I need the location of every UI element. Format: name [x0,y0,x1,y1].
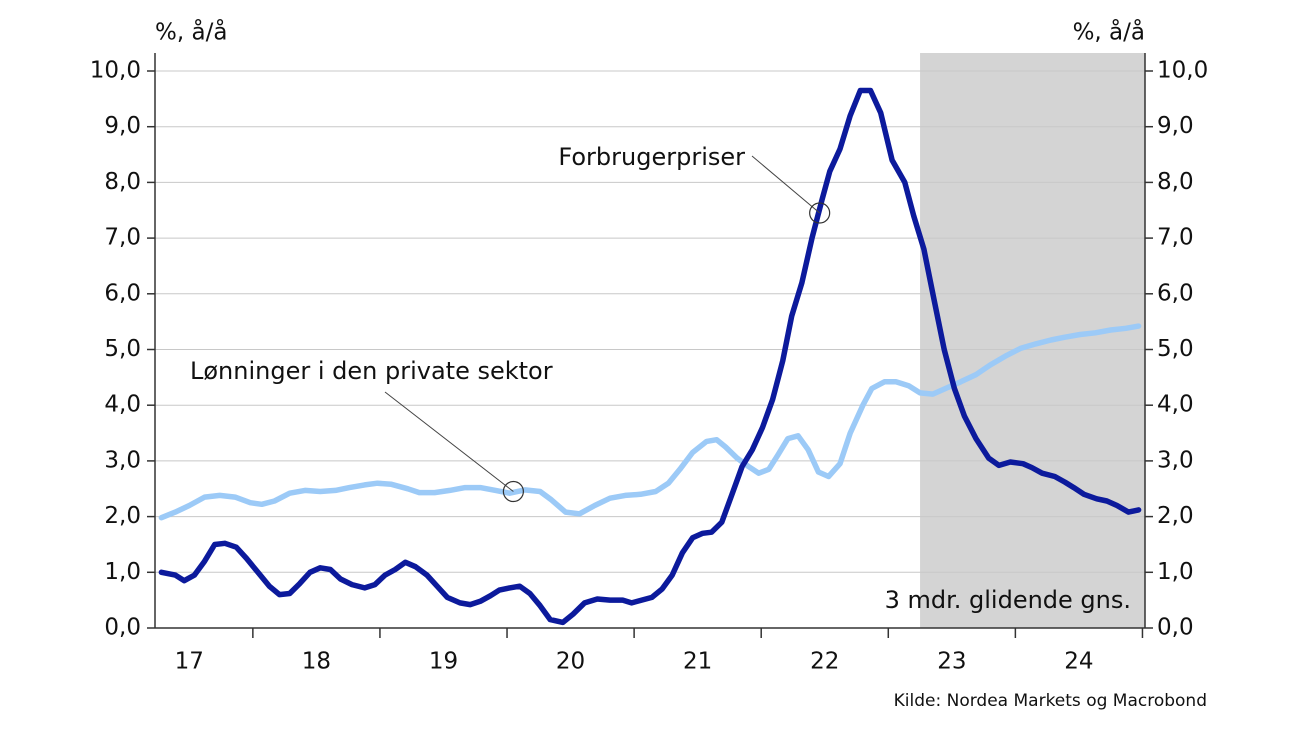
annotation-leader [384,391,514,492]
y2-tick-label: 5,0 [1157,336,1194,362]
y2-tick-label: 6,0 [1157,280,1194,306]
y-unit-left: %, å/å [155,18,227,46]
y-unit-right: %, å/å [1073,18,1145,46]
y2-tick-label: 7,0 [1157,225,1194,251]
y-tick-label: 4,0 [104,392,141,418]
source: Kilde: Nordea Markets og Macrobond [894,691,1207,711]
y-tick-label: 6,0 [104,280,141,306]
y2-tick-label: 9,0 [1157,113,1194,139]
y-tick-label: 9,0 [104,113,141,139]
y2-tick-label: 10,0 [1157,58,1208,84]
y-tick-label: 8,0 [104,169,141,195]
annotation-leader [751,155,820,214]
forecast-region [920,53,1145,628]
y2-tick-label: 3,0 [1157,447,1194,473]
y-tick-label: 2,0 [104,503,141,529]
x-tick-label: 18 [302,649,331,675]
x-tick-label: 17 [175,649,204,675]
x-tick-label: 24 [1064,649,1093,675]
annotation-text: Forbrugerpriser [558,143,745,171]
y2-tick-label: 4,0 [1157,392,1194,418]
y2-tick-label: 8,0 [1157,169,1194,195]
y2-tick-label: 2,0 [1157,503,1194,529]
y-tick-label: 1,0 [104,559,141,585]
series-line [158,323,1142,521]
x-tick-label: 22 [810,649,839,675]
y-tick-label: 7,0 [104,225,141,251]
y2-tick-label: 1,0 [1157,559,1194,585]
x-tick-label: 23 [937,649,966,675]
series-line [158,87,1142,626]
y-tick-label: 5,0 [104,336,141,362]
region-label: 3 mdr. glidende gns. [885,586,1131,614]
x-tick-label: 21 [683,649,712,675]
y2-tick-label: 0,0 [1157,615,1194,641]
y-tick-label: 3,0 [104,447,141,473]
annotation-marker [502,480,524,503]
x-tick-label: 20 [556,649,585,675]
y-tick-label: 0,0 [104,615,141,641]
y-tick-label: 10,0 [90,58,141,84]
annotation-text: Lønninger i den private sektor [190,357,553,385]
x-tick-label: 19 [429,649,458,675]
annotation-marker [809,202,831,224]
